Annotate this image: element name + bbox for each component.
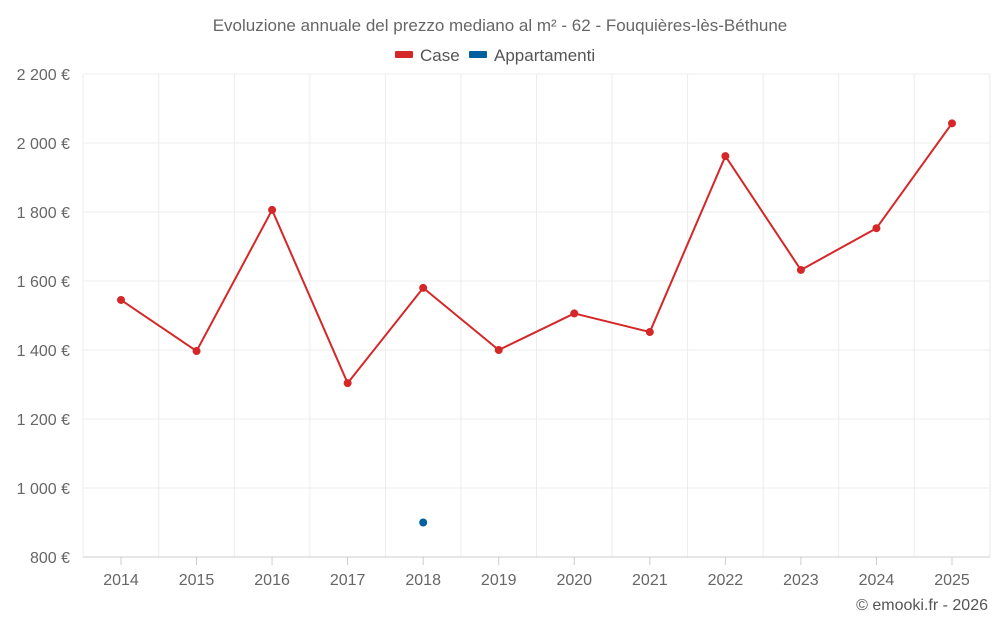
credit-text: © emooki.fr - 2026 bbox=[856, 597, 988, 614]
data-point-case-2024[interactable] bbox=[872, 224, 881, 233]
x-tick-label: 2023 bbox=[783, 572, 819, 589]
x-tick-label: 2015 bbox=[179, 572, 215, 589]
y-tick-label: 1 200 € bbox=[17, 412, 70, 429]
data-point-case-2016[interactable] bbox=[268, 205, 277, 214]
y-axis-labels: 800 € 1 000 € 1 200 € 1 400 € 1 600 € 1 800 €… bbox=[17, 67, 70, 567]
data-point-case-2025[interactable] bbox=[948, 119, 956, 128]
grid bbox=[82, 73, 991, 557]
x-tick-label: 2016 bbox=[254, 572, 290, 589]
data-point-case-2021[interactable] bbox=[645, 328, 654, 337]
data-point-case-2022[interactable] bbox=[721, 152, 730, 161]
x-tick-label: 2024 bbox=[859, 572, 895, 589]
legend-swatch-case bbox=[395, 51, 413, 58]
x-tick-label: 2025 bbox=[934, 572, 970, 589]
y-tick-label: 800 € bbox=[30, 550, 70, 567]
legend-label-appartamenti: Appartamenti bbox=[494, 46, 595, 65]
data-point-case-2014[interactable] bbox=[117, 295, 125, 304]
series-layer bbox=[117, 119, 956, 527]
legend[interactable]: Case Appartamenti bbox=[395, 46, 595, 65]
y-tick-label: 1 600 € bbox=[17, 274, 70, 291]
legend-item-appartamenti[interactable]: Appartamenti bbox=[469, 46, 595, 65]
x-tick-label: 2021 bbox=[632, 572, 668, 589]
y-tick-label: 1 000 € bbox=[17, 481, 70, 498]
legend-item-case[interactable]: Case bbox=[395, 46, 460, 65]
x-tick-label: 2014 bbox=[103, 572, 139, 589]
y-tick-label: 1 400 € bbox=[17, 343, 70, 360]
data-point-case-2019[interactable] bbox=[494, 346, 503, 354]
data-point-case-2018[interactable] bbox=[419, 283, 428, 292]
chart-title: Evoluzione annuale del prezzo mediano al… bbox=[213, 16, 788, 35]
x-tick-label: 2019 bbox=[481, 572, 517, 589]
y-tick-label: 1 800 € bbox=[17, 205, 70, 222]
y-tick-label: 2 200 € bbox=[17, 67, 70, 84]
x-axis-labels: 2014 2015 2016 2017 2018 2019 2020 2021 2022 2023… bbox=[103, 557, 970, 589]
data-point-case-2015[interactable] bbox=[192, 347, 201, 356]
x-tick-label: 2020 bbox=[556, 572, 592, 589]
data-point-case-2023[interactable] bbox=[796, 265, 805, 274]
legend-label-case: Case bbox=[420, 46, 460, 65]
data-point-case-2017[interactable] bbox=[343, 379, 352, 388]
x-tick-label: 2017 bbox=[330, 572, 366, 589]
x-tick-label: 2018 bbox=[405, 572, 441, 589]
data-point-appartamenti-2018[interactable] bbox=[419, 518, 428, 527]
x-tick-label: 2022 bbox=[708, 572, 744, 589]
data-point-case-2020[interactable] bbox=[570, 309, 579, 318]
y-tick-label: 2 000 € bbox=[17, 136, 70, 153]
legend-swatch-appartamenti bbox=[469, 51, 487, 58]
series-line-0 bbox=[120, 122, 953, 385]
